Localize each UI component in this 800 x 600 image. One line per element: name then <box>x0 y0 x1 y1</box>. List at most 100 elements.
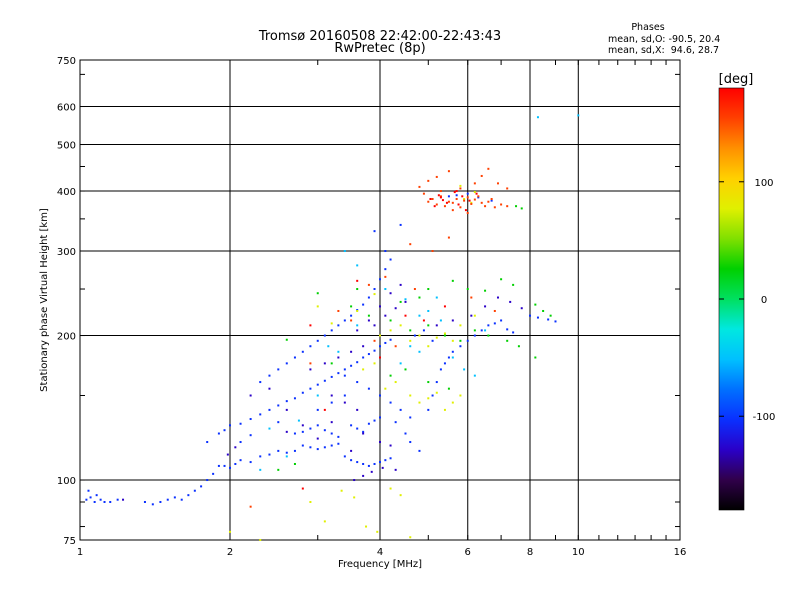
data-point <box>427 179 430 182</box>
data-point <box>323 334 326 337</box>
data-point <box>367 464 370 467</box>
data-point <box>439 368 442 371</box>
data-point <box>356 461 359 464</box>
data-point <box>373 349 376 352</box>
x-tick-label: 6 <box>465 547 471 558</box>
data-point <box>389 444 392 447</box>
data-point <box>268 387 271 390</box>
data-point <box>431 198 434 201</box>
data-point <box>459 184 462 187</box>
data-point <box>356 324 359 327</box>
chart-title: Tromsø 20160508 22:42:00-22:43:43 <box>258 29 501 44</box>
data-point <box>350 305 353 308</box>
data-point <box>367 314 370 317</box>
data-point <box>418 296 421 299</box>
y-tick-label: 75 <box>63 536 76 547</box>
data-point <box>409 441 412 444</box>
data-point <box>362 303 365 306</box>
data-point <box>350 459 353 462</box>
data-point <box>367 353 370 356</box>
data-point <box>316 292 319 295</box>
data-point <box>122 498 125 501</box>
data-point <box>447 170 450 173</box>
data-point <box>455 190 458 193</box>
data-point <box>309 427 312 430</box>
data-point <box>330 444 333 447</box>
data-point <box>249 461 252 464</box>
data-point <box>427 309 430 312</box>
data-point <box>316 339 319 342</box>
data-point <box>367 387 370 390</box>
data-point <box>389 401 392 404</box>
data-point <box>350 364 353 367</box>
data-point <box>367 422 370 425</box>
data-point <box>226 453 229 456</box>
data-point <box>384 314 387 317</box>
data-point <box>316 424 319 427</box>
data-point <box>316 408 319 411</box>
data-point <box>473 334 476 337</box>
x-tick-label: 1 <box>77 547 83 558</box>
data-point <box>330 322 333 325</box>
data-point <box>427 397 430 400</box>
data-point <box>285 408 288 411</box>
data-point <box>309 500 312 503</box>
data-point <box>470 202 473 205</box>
data-point <box>536 316 539 319</box>
data-point <box>536 116 539 119</box>
data-point <box>466 288 469 291</box>
data-point <box>506 187 509 190</box>
data-point <box>475 192 478 195</box>
data-point <box>447 200 450 203</box>
data-point <box>379 441 381 444</box>
data-point <box>229 466 231 469</box>
data-point <box>435 203 438 206</box>
data-point <box>381 466 384 469</box>
data-point <box>301 391 304 394</box>
data-point <box>394 381 397 384</box>
data-point <box>529 314 531 317</box>
data-point <box>93 500 96 503</box>
data-point <box>309 387 312 390</box>
data-point <box>323 362 326 365</box>
data-point <box>439 190 442 193</box>
data-point <box>455 198 458 201</box>
data-point <box>362 462 365 465</box>
colorbar-tick-label: 0 <box>761 295 767 306</box>
data-point <box>443 332 446 335</box>
data-point <box>337 309 340 312</box>
data-point <box>316 394 319 397</box>
data-point <box>447 356 450 359</box>
data-point <box>259 455 262 458</box>
data-point <box>343 368 346 371</box>
data-point <box>506 328 509 331</box>
data-point <box>493 322 496 325</box>
data-point <box>337 324 340 327</box>
data-point <box>239 422 242 425</box>
chart-subtitle: RwPretec (8p) <box>334 41 425 56</box>
data-point <box>534 303 537 306</box>
data-point <box>451 356 454 359</box>
data-point <box>379 394 381 397</box>
data-point <box>340 489 343 492</box>
data-point <box>166 498 169 501</box>
data-point <box>463 368 466 371</box>
data-point <box>151 503 154 506</box>
x-tick-label: 8 <box>527 547 533 558</box>
data-point <box>500 203 503 206</box>
data-point <box>470 201 473 204</box>
data-point <box>379 356 381 359</box>
data-point <box>323 520 326 523</box>
data-point <box>173 496 176 499</box>
data-point <box>323 446 326 449</box>
data-point <box>343 455 346 458</box>
data-point <box>343 401 346 404</box>
data-point <box>439 319 442 322</box>
data-point <box>493 206 496 209</box>
data-point <box>384 387 387 390</box>
data-point <box>431 339 434 342</box>
data-point <box>480 174 483 177</box>
data-point <box>399 324 402 327</box>
data-point <box>249 505 252 508</box>
data-point <box>399 283 402 286</box>
